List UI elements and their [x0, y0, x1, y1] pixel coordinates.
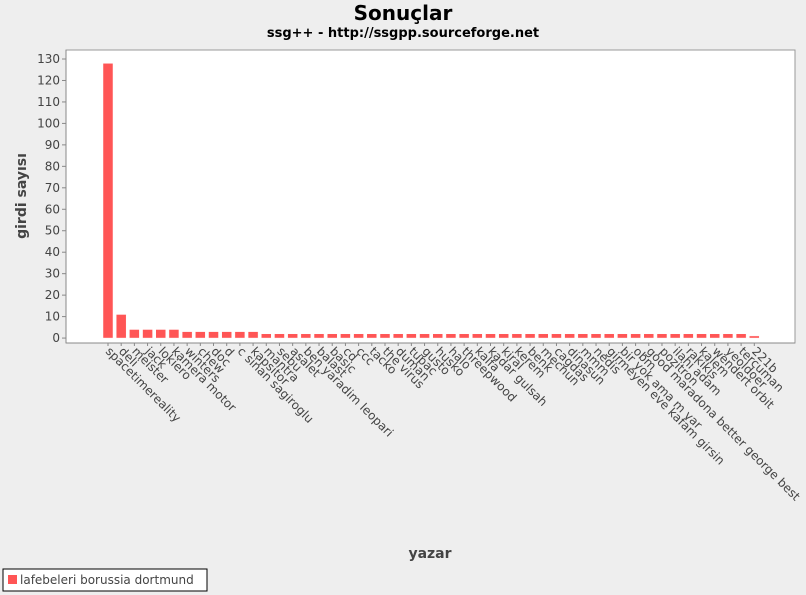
bar — [287, 333, 298, 339]
bar — [472, 333, 483, 339]
bar — [221, 331, 232, 339]
bar — [115, 314, 127, 339]
legend: lafebeleri borussia dortmund — [2, 568, 208, 592]
y-axis-label: girdi sayısı — [14, 153, 30, 239]
bar — [749, 335, 760, 339]
bar — [142, 329, 153, 339]
bar — [406, 333, 417, 339]
y-tick-label: 120 — [37, 73, 60, 87]
y-tick-label: 40 — [45, 245, 60, 259]
bar — [551, 333, 562, 339]
bar — [709, 333, 720, 339]
bar — [340, 333, 351, 339]
bar — [102, 63, 114, 339]
y-tick-label: 20 — [45, 288, 60, 302]
bar — [696, 333, 707, 339]
bar — [326, 333, 338, 339]
y-tick-label: 110 — [37, 95, 60, 109]
legend-label: lafebeleri borussia dortmund — [20, 573, 194, 587]
y-tick-label: 100 — [37, 116, 60, 130]
bar — [617, 333, 628, 339]
y-tick-label: 30 — [45, 267, 60, 281]
bar — [168, 329, 180, 339]
bar — [379, 333, 391, 339]
bar — [195, 331, 206, 339]
bar — [577, 333, 589, 339]
x-axis-label: yazar — [408, 546, 451, 562]
y-tick-label: 80 — [45, 159, 60, 173]
bar — [683, 333, 694, 339]
y-tick-label: 70 — [45, 181, 60, 195]
bar — [274, 333, 285, 339]
plot-area — [65, 49, 796, 344]
bar — [538, 333, 549, 339]
chart-subtitle: ssg++ - http://ssgpp.sourceforge.net — [267, 26, 539, 41]
bar — [419, 333, 430, 339]
bar — [432, 333, 444, 339]
bar — [498, 333, 509, 339]
bar — [155, 329, 167, 339]
y-tick-label: 0 — [52, 331, 60, 345]
bar — [392, 333, 404, 339]
y-tick-label: 90 — [45, 138, 60, 152]
bar — [669, 333, 681, 339]
bar — [511, 333, 523, 339]
bar — [208, 331, 219, 339]
bar — [129, 329, 140, 339]
bar — [313, 333, 325, 339]
bar — [300, 333, 312, 339]
bar — [181, 331, 193, 339]
bar — [445, 333, 457, 339]
bar — [656, 333, 668, 339]
bar — [353, 333, 364, 339]
y-tick-label: 130 — [37, 52, 60, 66]
bar — [524, 333, 536, 339]
bar — [564, 333, 575, 339]
bar — [643, 333, 655, 339]
bar — [261, 333, 272, 339]
bar — [247, 331, 259, 339]
bar — [735, 333, 747, 339]
y-tick-label: 50 — [45, 224, 60, 238]
legend-box — [2, 568, 208, 592]
y-tick-label: 10 — [45, 310, 60, 324]
bar — [630, 333, 641, 339]
legend-swatch — [8, 575, 17, 584]
bar — [603, 333, 615, 339]
bar — [366, 333, 378, 339]
bar — [458, 333, 470, 339]
y-tick-label: 60 — [45, 202, 60, 216]
bar — [722, 333, 734, 339]
bar — [590, 333, 602, 339]
chart-title: Sonuçlar — [354, 1, 453, 25]
bar — [485, 333, 496, 339]
bar — [234, 331, 246, 339]
